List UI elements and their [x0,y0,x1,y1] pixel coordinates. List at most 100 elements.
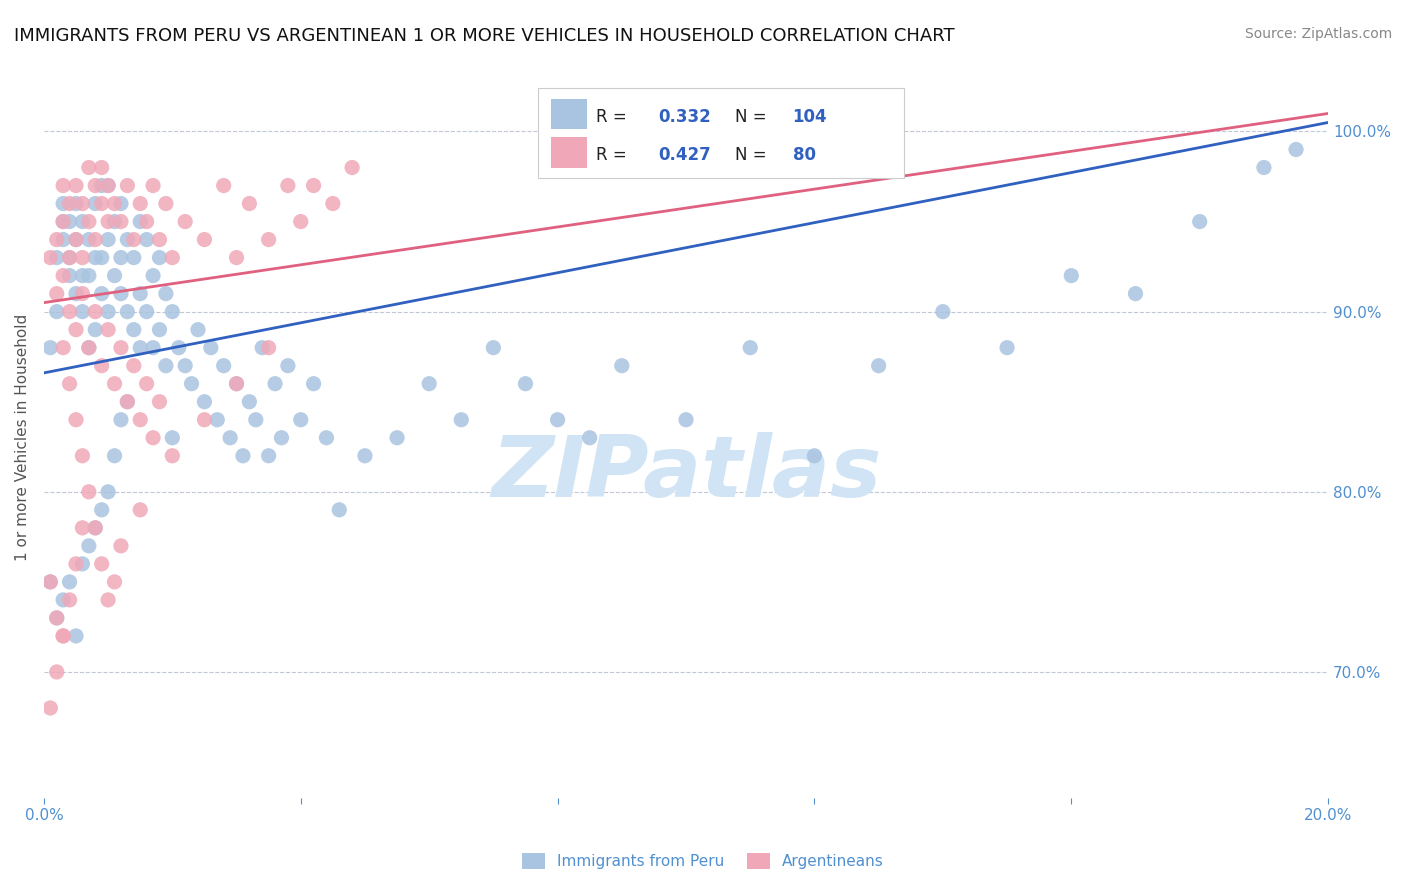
Point [84,196,107,211]
Point [65,196,87,211]
Point [122,251,145,265]
Point [418,376,440,391]
Point [77,539,100,553]
Point [103,214,125,228]
Text: N =: N = [735,146,772,164]
Point [257,233,280,247]
Point [290,214,312,228]
Point [39,574,62,589]
Point [65,178,87,193]
Point [212,178,235,193]
Text: 0.427: 0.427 [658,146,710,164]
Point [117,394,139,409]
Point [232,449,254,463]
Point [90,196,112,211]
Point [155,196,177,211]
Point [110,286,132,301]
Point [162,431,184,445]
Point [219,431,242,445]
Point [129,413,152,427]
Point [84,178,107,193]
Point [515,376,537,391]
FancyBboxPatch shape [551,99,588,129]
Point [72,268,94,283]
Point [52,593,75,607]
Point [58,251,80,265]
Point [225,251,247,265]
Point [84,521,107,535]
Point [110,196,132,211]
Point [97,484,120,499]
Point [72,449,94,463]
Point [122,323,145,337]
Point [97,178,120,193]
Point [84,323,107,337]
Point [117,233,139,247]
Point [84,304,107,318]
Text: IMMIGRANTS FROM PERU VS ARGENTINEAN 1 OR MORE VEHICLES IN HOUSEHOLD CORRELATION : IMMIGRANTS FROM PERU VS ARGENTINEAN 1 OR… [14,27,955,45]
Point [155,286,177,301]
Point [740,341,762,355]
Point [58,196,80,211]
FancyBboxPatch shape [551,137,588,168]
Point [72,251,94,265]
Point [72,214,94,228]
Y-axis label: 1 or more Vehicles in Household: 1 or more Vehicles in Household [15,314,30,561]
Point [162,449,184,463]
Point [277,178,299,193]
Point [65,557,87,571]
Point [52,341,75,355]
Point [90,161,112,175]
Point [1060,268,1083,283]
Point [39,701,62,715]
Point [264,376,287,391]
Point [52,214,75,228]
Point [245,413,267,427]
Point [187,323,209,337]
Point [290,413,312,427]
Point [72,521,94,535]
Point [52,233,75,247]
Point [58,251,80,265]
Point [97,233,120,247]
Point [110,251,132,265]
Text: 80: 80 [793,146,815,164]
Text: R =: R = [596,108,633,126]
Point [129,214,152,228]
Point [77,161,100,175]
Point [122,359,145,373]
Point [90,251,112,265]
Point [52,196,75,211]
Point [142,268,165,283]
Point [610,359,633,373]
Point [45,286,67,301]
Text: ZIPatlas: ZIPatlas [491,433,882,516]
Point [65,233,87,247]
Point [207,413,229,427]
Point [77,341,100,355]
Point [65,413,87,427]
Point [129,341,152,355]
Point [77,214,100,228]
Text: Source: ZipAtlas.com: Source: ZipAtlas.com [1244,27,1392,41]
Point [117,394,139,409]
Point [148,233,170,247]
Point [675,413,697,427]
Point [77,233,100,247]
Point [65,629,87,643]
Point [129,503,152,517]
Point [142,431,165,445]
Point [270,431,292,445]
Point [72,557,94,571]
Point [238,196,260,211]
Point [97,214,120,228]
Point [58,268,80,283]
Point [72,196,94,211]
Point [225,376,247,391]
Point [110,539,132,553]
Point [45,665,67,679]
Point [1285,143,1308,157]
Point [1253,161,1275,175]
Text: N =: N = [735,108,772,126]
Point [117,304,139,318]
